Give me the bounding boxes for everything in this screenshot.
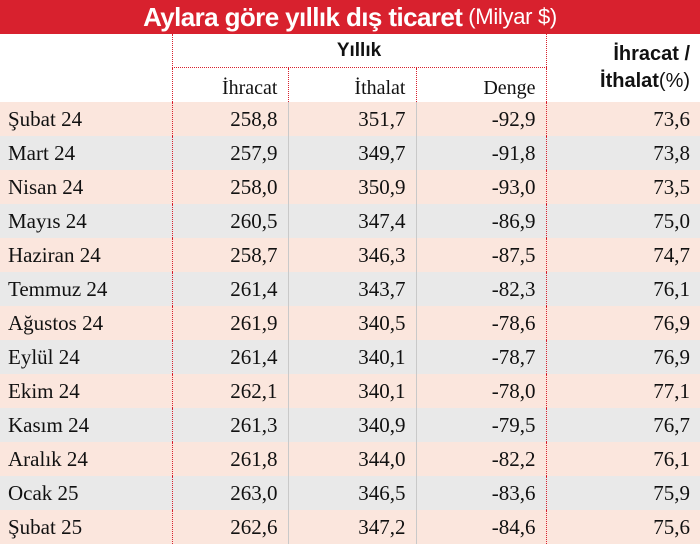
table-title-unit: (Milyar $): [468, 4, 557, 29]
export-cell: 261,3: [171, 408, 288, 442]
export-cell: 258,7: [171, 238, 288, 272]
table-row: Ağustos 24 261,9 340,5 -78,6 76,9: [0, 306, 700, 340]
export-cell: 258,0: [171, 170, 288, 204]
month-cell: Şubat 24: [0, 102, 172, 136]
export-cell: 261,8: [171, 442, 288, 476]
balance-cell: -78,0: [415, 374, 547, 408]
export-cell: 263,0: [171, 476, 288, 510]
month-cell: Mart 24: [0, 136, 172, 170]
table-row: Ekim 24 262,1 340,1 -78,0 77,1: [0, 374, 700, 408]
column-header-export: İhracat: [171, 67, 288, 102]
ratio-cell: 76,7: [545, 408, 700, 442]
export-cell: 261,9: [171, 306, 288, 340]
balance-cell: -83,6: [415, 476, 547, 510]
ratio-cell: 73,8: [545, 136, 700, 170]
table-title: Aylara göre yıllık dış ticaret: [143, 1, 463, 32]
balance-cell: -78,7: [415, 340, 547, 374]
balance-cell: -93,0: [415, 170, 547, 204]
month-cell: Eylül 24: [0, 340, 172, 374]
table-body: Şubat 24 258,8 351,7 -92,9 73,6 Mart 24 257,9 3…: [0, 102, 700, 544]
balance-cell: -82,3: [415, 272, 547, 306]
export-cell: 261,4: [171, 340, 288, 374]
ratio-cell: 75,9: [545, 476, 700, 510]
table-row: Haziran 24 258,7 346,3 -87,5 74,7: [0, 238, 700, 272]
table-row: Şubat 25 262,6 347,2 -84,6 75,6: [0, 510, 700, 544]
import-cell: 349,7: [287, 136, 416, 170]
table-row: Mayıs 24 260,5 347,4 -86,9 75,0: [0, 204, 700, 238]
ratio-header-line1: İhracat /: [613, 43, 691, 65]
export-cell: 262,6: [171, 510, 288, 544]
import-cell: 340,1: [287, 374, 416, 408]
export-cell: 257,9: [171, 136, 288, 170]
month-cell: Ağustos 24: [0, 306, 172, 340]
ratio-cell: 76,9: [545, 340, 700, 374]
table-row: Kasım 24 261,3 340,9 -79,5 76,7: [0, 408, 700, 442]
ratio-cell: 76,9: [545, 306, 700, 340]
month-cell: Şubat 25: [0, 510, 172, 544]
ratio-cell: 76,1: [545, 442, 700, 476]
balance-cell: -79,5: [415, 408, 547, 442]
table-row: Şubat 24 258,8 351,7 -92,9 73,6: [0, 102, 700, 136]
ratio-cell: 77,1: [545, 374, 700, 408]
table-row: Ocak 25 263,0 346,5 -83,6 75,9: [0, 476, 700, 510]
import-cell: 347,4: [287, 204, 416, 238]
export-cell: 260,5: [171, 204, 288, 238]
import-cell: 346,3: [287, 238, 416, 272]
balance-cell: -92,9: [415, 102, 547, 136]
month-cell: Ocak 25: [0, 476, 172, 510]
column-header-import: İthalat: [287, 67, 416, 102]
column-header-ratio: İhracat / İthalat(%): [545, 34, 700, 102]
import-cell: 343,7: [287, 272, 416, 306]
group-header-yillik: Yıllık: [171, 34, 547, 68]
balance-cell: -91,8: [415, 136, 547, 170]
header-empty-cell: [0, 34, 172, 68]
balance-cell: -78,6: [415, 306, 547, 340]
export-cell: 261,4: [171, 272, 288, 306]
month-cell: Mayıs 24: [0, 204, 172, 238]
month-cell: Nisan 24: [0, 170, 172, 204]
import-cell: 351,7: [287, 102, 416, 136]
trade-table: Yıllık İhracat / İthalat(%) İhracat İtha…: [0, 34, 700, 544]
month-cell: Ekim 24: [0, 374, 172, 408]
import-cell: 340,1: [287, 340, 416, 374]
ratio-cell: 75,6: [545, 510, 700, 544]
table-row: Eylül 24 261,4 340,1 -78,7 76,9: [0, 340, 700, 374]
export-cell: 262,1: [171, 374, 288, 408]
header-empty-cell: [0, 67, 172, 102]
ratio-cell: 73,5: [545, 170, 700, 204]
ratio-header-line2: İthalat(%): [600, 70, 691, 92]
table-row: Aralık 24 261,8 344,0 -82,2 76,1: [0, 442, 700, 476]
table-title-bar: Aylara göre yıllık dış ticaret (Milyar $…: [0, 0, 700, 34]
ratio-cell: 74,7: [545, 238, 700, 272]
month-cell: Haziran 24: [0, 238, 172, 272]
import-cell: 344,0: [287, 442, 416, 476]
balance-cell: -86,9: [415, 204, 547, 238]
import-cell: 340,9: [287, 408, 416, 442]
table-row: Temmuz 24 261,4 343,7 -82,3 76,1: [0, 272, 700, 306]
header-row-columns: İhracat İthalat Denge: [0, 67, 700, 102]
header-row-group: Yıllık İhracat / İthalat(%): [0, 34, 700, 102]
import-cell: 350,9: [287, 170, 416, 204]
ratio-cell: 73,6: [545, 102, 700, 136]
import-cell: 346,5: [287, 476, 416, 510]
import-cell: 340,5: [287, 306, 416, 340]
table-row: Mart 24 257,9 349,7 -91,8 73,8: [0, 136, 700, 170]
month-cell: Aralık 24: [0, 442, 172, 476]
export-cell: 258,8: [171, 102, 288, 136]
month-cell: Kasım 24: [0, 408, 172, 442]
balance-cell: -84,6: [415, 510, 547, 544]
import-cell: 347,2: [287, 510, 416, 544]
month-cell: Temmuz 24: [0, 272, 172, 306]
column-header-balance: Denge: [415, 67, 547, 102]
ratio-cell: 76,1: [545, 272, 700, 306]
ratio-cell: 75,0: [545, 204, 700, 238]
table-row: Nisan 24 258,0 350,9 -93,0 73,5: [0, 170, 700, 204]
ratio-header-unit: (%): [658, 70, 691, 92]
balance-cell: -82,2: [415, 442, 547, 476]
balance-cell: -87,5: [415, 238, 547, 272]
